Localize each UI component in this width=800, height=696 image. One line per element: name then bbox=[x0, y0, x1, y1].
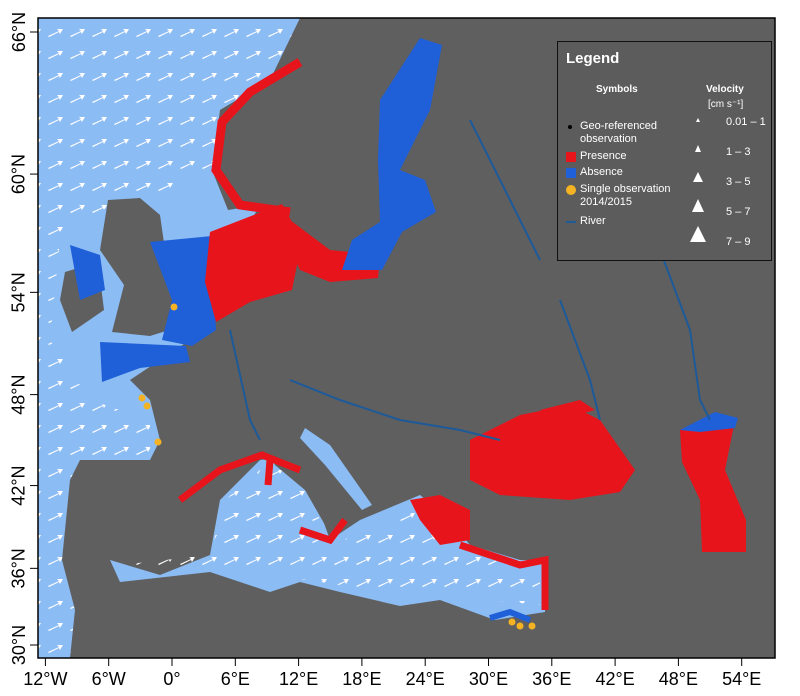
velocity-label: 3 – 5 bbox=[726, 176, 751, 188]
x-tick-label: 0° bbox=[163, 669, 180, 689]
velocity-arrow bbox=[696, 118, 700, 122]
italy bbox=[268, 430, 345, 525]
y-tick-label: 30°N bbox=[9, 625, 29, 665]
y-tick-label: 42°N bbox=[9, 465, 29, 505]
adriatic bbox=[300, 428, 372, 510]
legend-unit: [cm s⁻¹] bbox=[708, 99, 744, 110]
x-tick-label: 54°E bbox=[722, 669, 761, 689]
legend-item: Single observation 2014/2015 bbox=[566, 183, 690, 209]
velocity-label: 1 – 3 bbox=[726, 146, 751, 158]
caspian-sea bbox=[680, 415, 746, 552]
north-sea-absence bbox=[150, 236, 216, 346]
velocity-label: 7 – 9 bbox=[726, 236, 751, 248]
skagerrak-presence bbox=[205, 204, 302, 322]
y-tick-label: 66°N bbox=[9, 12, 29, 52]
legend-item: River bbox=[566, 215, 690, 228]
legend-label: Presence bbox=[580, 150, 627, 162]
legend-heading: Velocity bbox=[706, 84, 744, 95]
y-tick-label: 54°N bbox=[9, 272, 29, 312]
legend-item: Geo-referenced observation bbox=[568, 120, 690, 146]
baltic-absence bbox=[342, 38, 442, 270]
x-tick-label: 48°E bbox=[659, 669, 698, 689]
caspian-absence bbox=[680, 412, 738, 432]
med-presence bbox=[177, 451, 549, 610]
velocity-arrow bbox=[694, 145, 701, 152]
velocity-arrow bbox=[690, 226, 706, 242]
sea-of-azov bbox=[540, 400, 595, 420]
channel-absence bbox=[100, 342, 190, 382]
x-tick-label: 6°E bbox=[221, 669, 250, 689]
x-tick-label: 18°E bbox=[342, 669, 381, 689]
single-observations bbox=[138, 303, 536, 630]
black-sea bbox=[470, 405, 635, 500]
velocity-arrow bbox=[691, 199, 704, 212]
legend-item: Absence bbox=[566, 166, 690, 179]
legend-title: Legend bbox=[566, 50, 620, 67]
x-tick-label: 42°E bbox=[595, 669, 634, 689]
legend-item: Presence bbox=[566, 150, 690, 163]
x-tick-label: 6°W bbox=[92, 669, 126, 689]
legend-label: Geo-referenced observation bbox=[580, 120, 658, 145]
velocity-arrow bbox=[693, 172, 703, 182]
legend-label: River bbox=[580, 215, 606, 227]
x-tick-label: 12°W bbox=[23, 669, 67, 689]
y-tick-label: 48°N bbox=[9, 374, 29, 414]
nile-absence bbox=[489, 608, 532, 623]
velocity-label: 0.01 – 1 bbox=[726, 116, 766, 128]
x-tick-label: 36°E bbox=[532, 669, 571, 689]
norway-presence bbox=[211, 58, 303, 217]
y-tick-label: 36°N bbox=[9, 548, 29, 588]
great-britain bbox=[100, 198, 195, 336]
y-tick-label: 60°N bbox=[9, 154, 29, 194]
rivers bbox=[229, 119, 711, 441]
legend-label: Single observation 2014/2015 bbox=[580, 183, 671, 208]
legend: Legend Symbols Velocity [cm s⁻¹] Geo-ref… bbox=[557, 41, 772, 261]
aegean-presence bbox=[410, 495, 470, 545]
legend-label: Absence bbox=[580, 166, 623, 178]
legend-heading: Symbols bbox=[596, 84, 638, 95]
x-tick-label: 24°E bbox=[406, 669, 445, 689]
x-tick-label: 30°E bbox=[469, 669, 508, 689]
x-tick-label: 12°E bbox=[279, 669, 318, 689]
velocity-label: 5 – 7 bbox=[726, 206, 751, 218]
frame bbox=[37, 17, 776, 659]
irish-absence bbox=[70, 245, 105, 300]
